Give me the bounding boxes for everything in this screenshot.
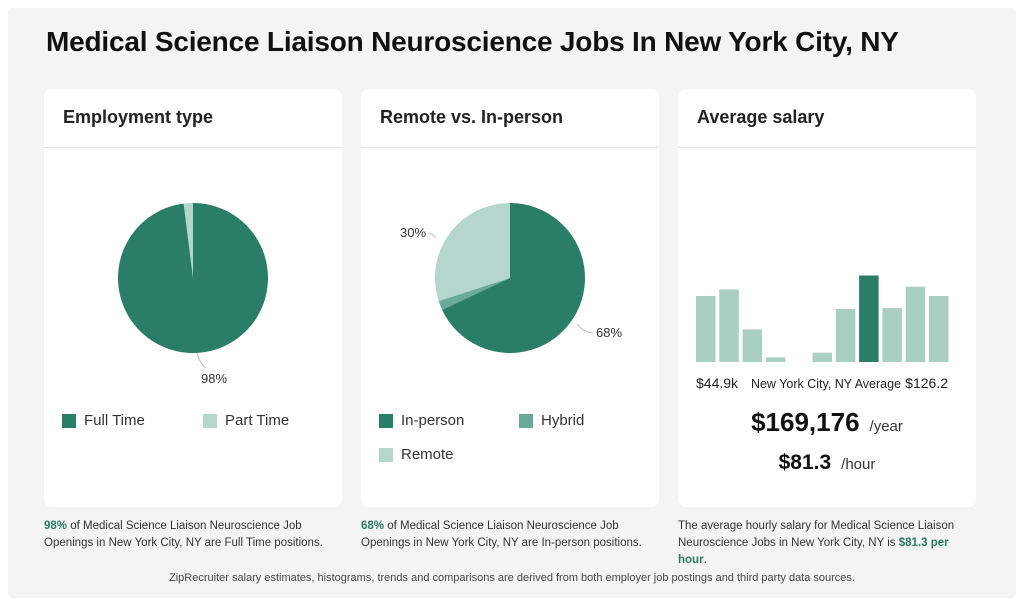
salary-caption: The average hourly salary for Medical Sc… [678,518,978,569]
legend-swatch-light [379,447,393,462]
footer-note: ZipRecruiter salary estimates, histogram… [169,572,855,584]
histogram-bar [929,295,949,362]
legend-label: Full Time [84,412,145,429]
remote-pie-chart: 68% 30% [400,203,622,353]
pie-leader-line [196,352,207,369]
remote-caption: 68% of Medical Science Liaison Neuroscie… [361,518,661,552]
pie-slice-hybrid [438,278,510,310]
legend-swatch-dark [379,413,393,428]
pie-label-full-time: 98% [201,371,227,386]
histogram-bar [812,352,832,362]
caption-text: of Medical Science Liaison Neuroscience … [44,520,323,549]
employment-caption: 98% of Medical Science Liaison Neuroscie… [44,518,344,552]
salary-hourly-value: $81.3 [778,451,832,474]
legend-label: Remote [401,446,454,463]
histogram-bar [882,308,902,362]
salary-average-label: New York City, NY Average [751,377,901,391]
pie-slice-in-person [442,203,585,353]
salary-title: Average salary [697,107,825,127]
caption-text: The average hourly salary for Medical Sc… [678,520,955,549]
pie-leader-line [428,232,437,239]
legend-swatch-mid [519,413,533,428]
salary-hourly: $81.3/hour [678,451,976,475]
employment-type-title: Employment type [63,107,214,127]
caption-end: . [703,554,707,566]
legend-item-full-time: Full Time [62,412,145,429]
remote-card: Remote vs. In-person 68% 30% In-person H… [361,89,659,507]
legend-swatch-dark [62,413,76,428]
salary-max-label: $126.2 [905,375,948,391]
histogram-bar-average [859,275,879,362]
caption-highlight: 68% [361,520,385,532]
pie-slice-full-time [117,203,268,353]
caption-text: of Medical Science Liaison Neuroscience … [361,520,642,549]
legend-item-remote: Remote [379,446,454,463]
histogram-bar [719,289,739,362]
pie-label-in-person: 68% [596,325,622,340]
salary-yearly-unit: /year [869,418,903,435]
legend-item-hybrid: Hybrid [519,412,584,429]
histogram-bar [765,357,786,362]
remote-title: Remote vs. In-person [380,107,564,127]
salary-card: Average salary $44.9k New York City, NY … [678,89,976,507]
salary-hourly-unit: /hour [841,456,876,473]
legend-label: In-person [401,412,465,429]
pie-slice-part-time [183,203,193,278]
histogram-bar [905,286,926,362]
page-title: Medical Science Liaison Neuroscience Job… [46,26,899,57]
salary-histogram: $44.9k New York City, NY Average $126.2 [696,275,949,391]
legend-label: Part Time [225,412,290,429]
card-divider [361,147,659,148]
salary-yearly-value: $169,176 [751,407,860,437]
employment-type-card: Employment type 98% Full Time Part Time [44,89,342,507]
legend-item-part-time: Part Time [203,412,289,429]
caption-highlight: 98% [44,520,68,532]
card-divider [678,147,976,148]
card-divider [44,147,342,148]
legend-swatch-light [203,413,217,428]
legend-label: Hybrid [541,412,585,429]
histogram-bar [696,295,716,362]
salary-yearly: $169,176/year [678,407,976,438]
pie-leader-line [576,323,594,334]
histogram-bar [835,308,856,362]
caption-highlight: $81.3 per hour [678,537,949,566]
employment-pie-chart: 98% [117,203,268,386]
salary-min-label: $44.9k [696,375,739,391]
pie-slice-remote [435,203,510,302]
pie-label-remote: 30% [400,225,426,240]
legend-item-in-person: In-person [379,412,464,429]
histogram-bar [742,329,763,362]
